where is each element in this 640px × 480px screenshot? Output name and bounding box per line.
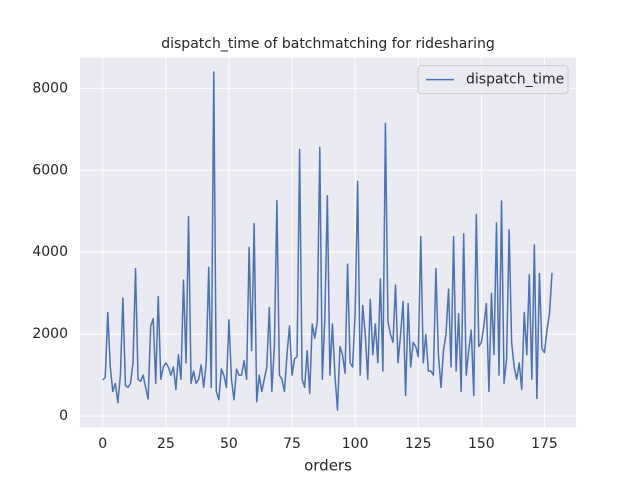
x-tick-label: 75 [283,436,301,452]
x-tick-label: 50 [220,436,238,452]
y-tick-label: 4000 [32,244,68,260]
legend-box [417,65,569,95]
y-tick-label: 0 [59,408,68,424]
x-tick-label: 25 [157,436,175,452]
data-line [102,71,553,411]
x-tick-label: 100 [342,436,369,452]
x-tick-label: 150 [468,436,495,452]
x-tick-label: 175 [531,436,558,452]
x-tick-label: 0 [98,436,107,452]
y-tick-label: 2000 [32,326,68,342]
y-tick-label: 8000 [32,80,68,96]
y-tick-label: 6000 [32,162,68,178]
legend-label: dispatch_time [466,72,564,88]
x-axis-label: orders [304,457,352,475]
x-tick-label: 125 [405,436,432,452]
chart-title: dispatch_time of batchmatching for rides… [161,36,495,52]
